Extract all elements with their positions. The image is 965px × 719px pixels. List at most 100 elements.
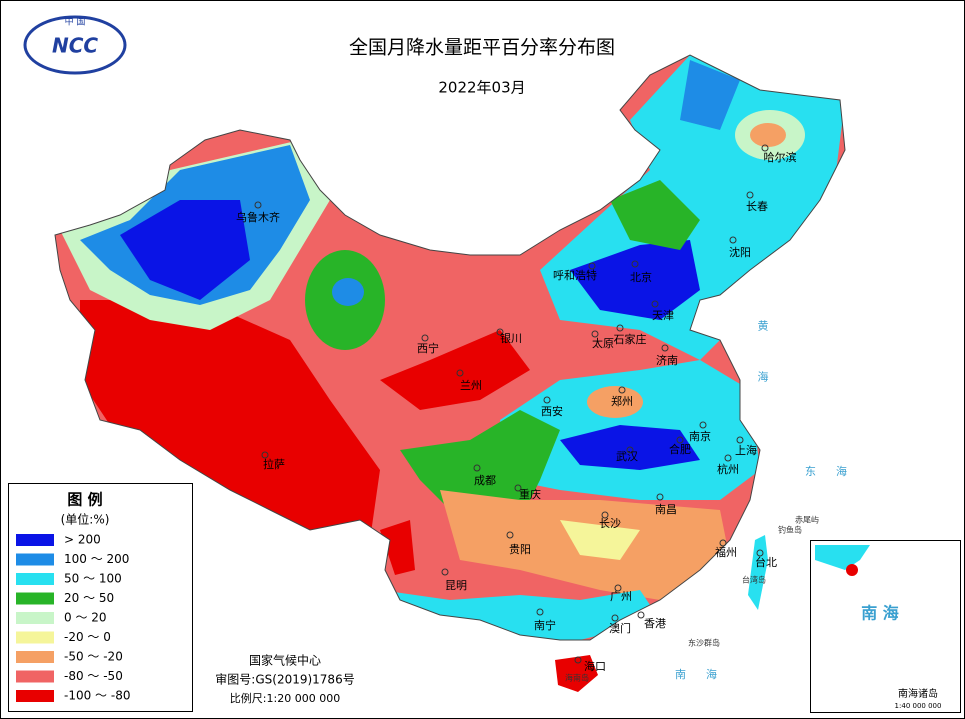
island-label: 台湾岛 (742, 575, 766, 585)
city-marker (736, 436, 744, 444)
legend-label: -80 ～ -50 (64, 669, 123, 683)
city-marker (543, 396, 551, 404)
city-marker (699, 421, 707, 429)
city-label: 拉萨 (263, 457, 285, 471)
legend-swatch (16, 592, 54, 605)
city-marker (729, 236, 737, 244)
legend-label: -20 ～ 0 (64, 630, 111, 644)
city-label: 合肥 (669, 442, 691, 456)
city-marker (756, 549, 764, 557)
city-label: 长春 (746, 200, 768, 213)
city-label: 西安 (541, 404, 563, 418)
city-marker (496, 328, 504, 336)
legend-swatch (16, 573, 54, 585)
region (80, 300, 380, 540)
legend-label: 50 ～ 100 (64, 572, 122, 586)
logo-ring (23, 15, 127, 75)
city-marker (514, 484, 522, 492)
region (120, 200, 250, 300)
city-label: 成都 (474, 474, 496, 487)
city-label: 南京 (689, 429, 711, 443)
city-label: 澳门 (609, 621, 631, 635)
city-label: 南昌 (655, 503, 677, 516)
city-label: 哈尔滨 (764, 150, 797, 164)
island-label: 东沙群岛 (688, 638, 720, 648)
city-label: 福州 (715, 545, 737, 559)
legend-swatch (16, 690, 54, 702)
subtitle: 2022年03月 (438, 79, 525, 97)
region (570, 240, 700, 320)
region (332, 278, 364, 306)
city-label: 昆明 (445, 579, 467, 592)
city-label: 杭州 (717, 462, 739, 476)
city-label: 乌鲁木齐 (236, 210, 280, 224)
city-marker (719, 539, 727, 547)
city-marker (661, 344, 669, 352)
region (380, 590, 660, 640)
footer-approval: 审图号:GS(2019)1786号 (215, 672, 354, 687)
inset-sea: 南 海 (861, 604, 899, 623)
city-label: 呼和浩特 (553, 268, 597, 282)
legend-swatch (16, 670, 54, 683)
legend-swatch (16, 631, 54, 644)
island-label: 钓鱼岛 (778, 525, 802, 535)
legend-label: 20 ～ 50 (64, 591, 114, 605)
city-label: 上海 (735, 443, 757, 457)
city-label: 北京 (630, 270, 652, 284)
city-marker (536, 608, 544, 616)
legend-swatch (16, 534, 54, 546)
legend-title: 图 例 (67, 491, 102, 509)
city-marker (637, 611, 645, 619)
sea-label: 黄海 (756, 319, 769, 422)
city-marker (261, 451, 269, 459)
city-marker (746, 191, 754, 199)
city-marker (761, 144, 769, 152)
city-marker (421, 334, 429, 342)
city-label: 海口 (584, 659, 606, 673)
inset: 南 海 南海诸岛 1:40 000 000 (810, 540, 961, 713)
legend-unit: (单位:%) (61, 512, 110, 527)
legend-swatch (16, 612, 54, 624)
city-marker (631, 260, 639, 268)
city-marker (254, 201, 262, 209)
city-marker (611, 614, 619, 622)
inset-box (810, 540, 961, 713)
border (54, 54, 846, 641)
title: 全国月降水量距平百分率分布图 (349, 37, 615, 59)
hainan (555, 655, 598, 692)
region (380, 330, 530, 410)
city-label: 广州 (610, 590, 632, 603)
inset-land (846, 564, 858, 576)
legend-label: -50 ～ -20 (64, 650, 123, 664)
city-marker (506, 531, 514, 539)
city-label: 兰州 (460, 379, 482, 392)
city-marker (601, 511, 609, 519)
city-label: 郑州 (611, 394, 633, 408)
city-marker (588, 262, 596, 270)
region (560, 520, 640, 560)
inset-scale: 1:40 000 000 (895, 702, 942, 710)
island-label: 海南岛 (565, 673, 589, 683)
city-label: 香港 (644, 617, 666, 630)
island-label: 赤尾屿 (795, 516, 819, 525)
legend-swatch (16, 651, 54, 663)
inset-land (815, 545, 870, 570)
sea-label: 南海 (675, 667, 737, 681)
logo: 中 国 NCC (23, 15, 127, 75)
legend-items: > 200 100 ～ 200 50 ～ 100 20 ～ 50 0 ～ 20 -20 ～… (16, 533, 130, 703)
city-label: 长沙 (599, 517, 621, 530)
city-label: 石家庄 (614, 332, 647, 346)
legend-label: 0 ～ 20 (64, 611, 107, 625)
city-marker (574, 656, 582, 664)
city-label: 济南 (656, 353, 678, 367)
legend: 图 例 (单位:%) > 200 100 ～ 200 50 ～ 100 20 ～ 50… (8, 483, 193, 712)
region (680, 60, 740, 130)
city-label: 沈阳 (729, 245, 751, 259)
logo-text: NCC (52, 34, 98, 58)
legend-label: 100 ～ 200 (64, 552, 129, 566)
footer-org: 国家气候中心 (249, 653, 321, 668)
region (587, 386, 643, 418)
city-marker (656, 493, 664, 501)
